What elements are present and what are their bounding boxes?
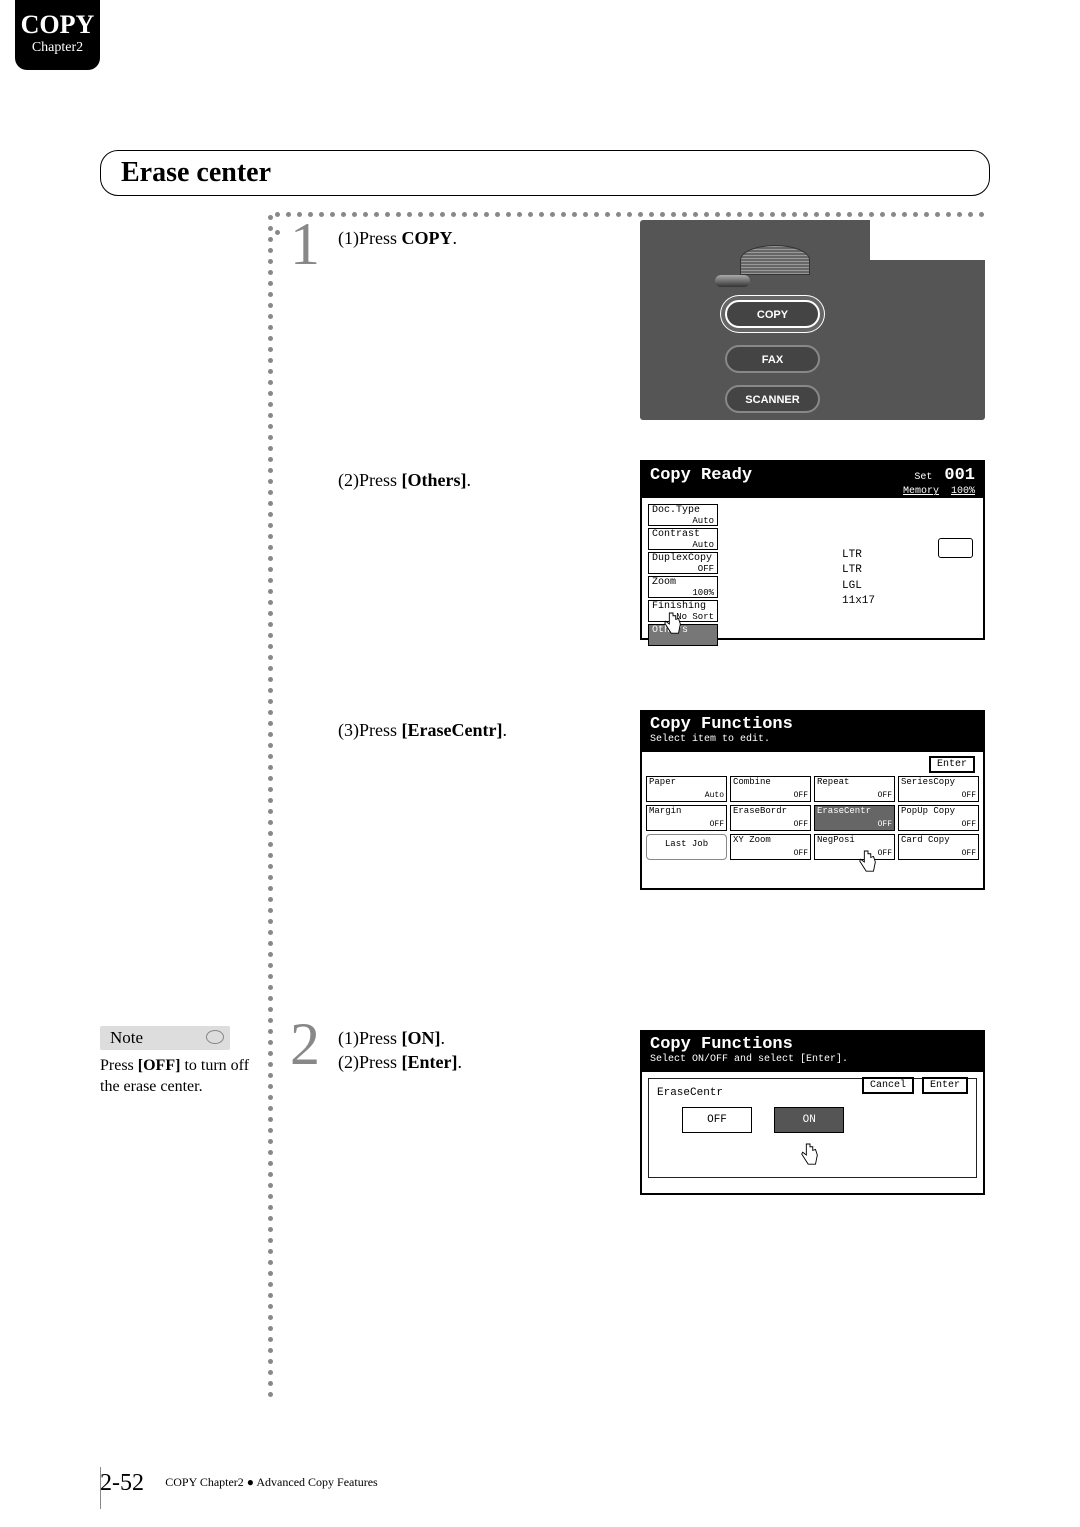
menu-item-duplexcopy[interactable]: DuplexCopyOFF [648, 552, 718, 574]
chapter-tab: COPY Chapter2 [15, 0, 100, 70]
dotted-rule-vertical [268, 215, 276, 1395]
step1a-bold: COPY [402, 228, 453, 248]
note-label: Note [100, 1026, 230, 1050]
function-combine[interactable]: CombineOFF [730, 776, 811, 802]
pointer-hand-icon [662, 610, 684, 638]
device-panel: COPY FAX SCANNER [640, 220, 985, 420]
scanner-button[interactable]: SCANNER [725, 385, 820, 413]
fax-button[interactable]: FAX [725, 345, 820, 373]
pointer-hand-icon [799, 1141, 821, 1169]
tray-icon [938, 538, 973, 558]
function-negposi[interactable]: NegPosiOFF [814, 834, 895, 860]
note-box: Note Press [OFF] to turn off the erase c… [100, 1026, 260, 1098]
function-popupcopy[interactable]: PopUp CopyOFF [898, 805, 979, 831]
option-panel: Cancel Enter EraseCentr OFF ON [648, 1078, 977, 1178]
function-seriescopy[interactable]: SeriesCopyOFF [898, 776, 979, 802]
page-number: 2-52 [100, 1470, 144, 1496]
lcd-subtitle: Select item to edit. [650, 734, 975, 745]
function-cardcopy[interactable]: Card CopyOFF [898, 834, 979, 860]
function-paper[interactable]: PaperAuto [646, 776, 727, 802]
lcd-title: Copy Ready [650, 466, 752, 485]
indicator-lamp-icon [740, 245, 810, 275]
footer-text: COPY Chapter2 ● Advanced Copy Features [165, 1475, 377, 1489]
lcd-copy-functions-2: Copy Functions Select ON/OFF and select … [640, 1030, 985, 1195]
step1c-bold: [EraseCentr] [402, 720, 503, 740]
step2a-bold: [ON] [402, 1028, 441, 1048]
step2-line2: (2)Press [Enter]. [338, 1052, 462, 1073]
function-erasecentr[interactable]: EraseCentrOFF [814, 805, 895, 831]
tab-title: COPY [15, 10, 100, 40]
off-button[interactable]: OFF [682, 1107, 752, 1133]
step1c-text: (3)Press [338, 720, 397, 740]
step1-line1: (1)Press COPY. [338, 228, 457, 249]
enter-button[interactable]: Enter [922, 1077, 968, 1094]
function-lastjob[interactable]: Last Job [646, 834, 727, 860]
tab-subtitle: Chapter2 [15, 40, 100, 56]
lcd-title: Copy Functions [650, 1035, 975, 1054]
enter-button[interactable]: Enter [929, 756, 975, 773]
lcd-header-right: Set 001 Memory 100% [903, 466, 975, 498]
step2b-text: (2)Press [338, 1052, 397, 1072]
step1b-text: (2)Press [338, 470, 397, 490]
step1b-bold: [Others] [402, 470, 467, 490]
step2a-text: (1)Press [338, 1028, 397, 1048]
pointer-hand-icon [857, 848, 879, 876]
step-number-1: 1 [290, 210, 320, 279]
lcd-copy-functions-1: Copy Functions Select item to edit. Ente… [640, 710, 985, 890]
step1a-text: (1)Press [338, 228, 397, 248]
page-footer: 2-52 COPY Chapter2 ● Advanced Copy Featu… [100, 1470, 378, 1497]
lcd-header: Copy Functions Select item to edit. [642, 712, 983, 752]
function-grid: PaperAutoCombineOFFRepeatOFFSeriesCopyOF… [642, 772, 983, 864]
lcd-body: Doc.TypeAutoContrastAutoDuplexCopyOFFZoo… [642, 498, 983, 620]
menu-item-contrast[interactable]: ContrastAuto [648, 528, 718, 550]
function-margin[interactable]: MarginOFF [646, 805, 727, 831]
menu-item-zoom[interactable]: Zoom100% [648, 576, 718, 598]
step1-line2: (2)Press [Others]. [338, 470, 471, 491]
copy-button[interactable]: COPY [725, 300, 820, 328]
panel-cutout [870, 220, 985, 260]
note-icon [206, 1030, 224, 1044]
dial-icon [715, 275, 750, 287]
lcd-header: Copy Ready Set 001 Memory 100% [642, 462, 983, 498]
on-button[interactable]: ON [774, 1107, 844, 1133]
paper-sizes: LTRLTRLGL11x17 [842, 548, 875, 610]
lcd-header: Copy Functions Select ON/OFF and select … [642, 1032, 983, 1072]
function-repeat[interactable]: RepeatOFF [814, 776, 895, 802]
lcd-title: Copy Functions [650, 715, 975, 734]
step2-line1: (1)Press [ON]. [338, 1028, 445, 1049]
step1-line3: (3)Press [EraseCentr]. [338, 720, 507, 741]
cancel-button[interactable]: Cancel [862, 1077, 914, 1094]
note-text: Press [OFF] to turn off the erase center… [100, 1056, 260, 1098]
dotted-rule-horizontal [275, 212, 990, 220]
lcd-subtitle: Select ON/OFF and select [Enter]. [650, 1054, 975, 1065]
step-number-2: 2 [290, 1010, 320, 1079]
function-xyzoom[interactable]: XY ZoomOFF [730, 834, 811, 860]
section-heading: Erase center [100, 150, 990, 196]
lcd-copy-ready: Copy Ready Set 001 Memory 100% Doc.TypeA… [640, 460, 985, 640]
menu-item-doctype[interactable]: Doc.TypeAuto [648, 504, 718, 526]
function-erasebordr[interactable]: EraseBordrOFF [730, 805, 811, 831]
step2b-bold: [Enter] [402, 1052, 458, 1072]
